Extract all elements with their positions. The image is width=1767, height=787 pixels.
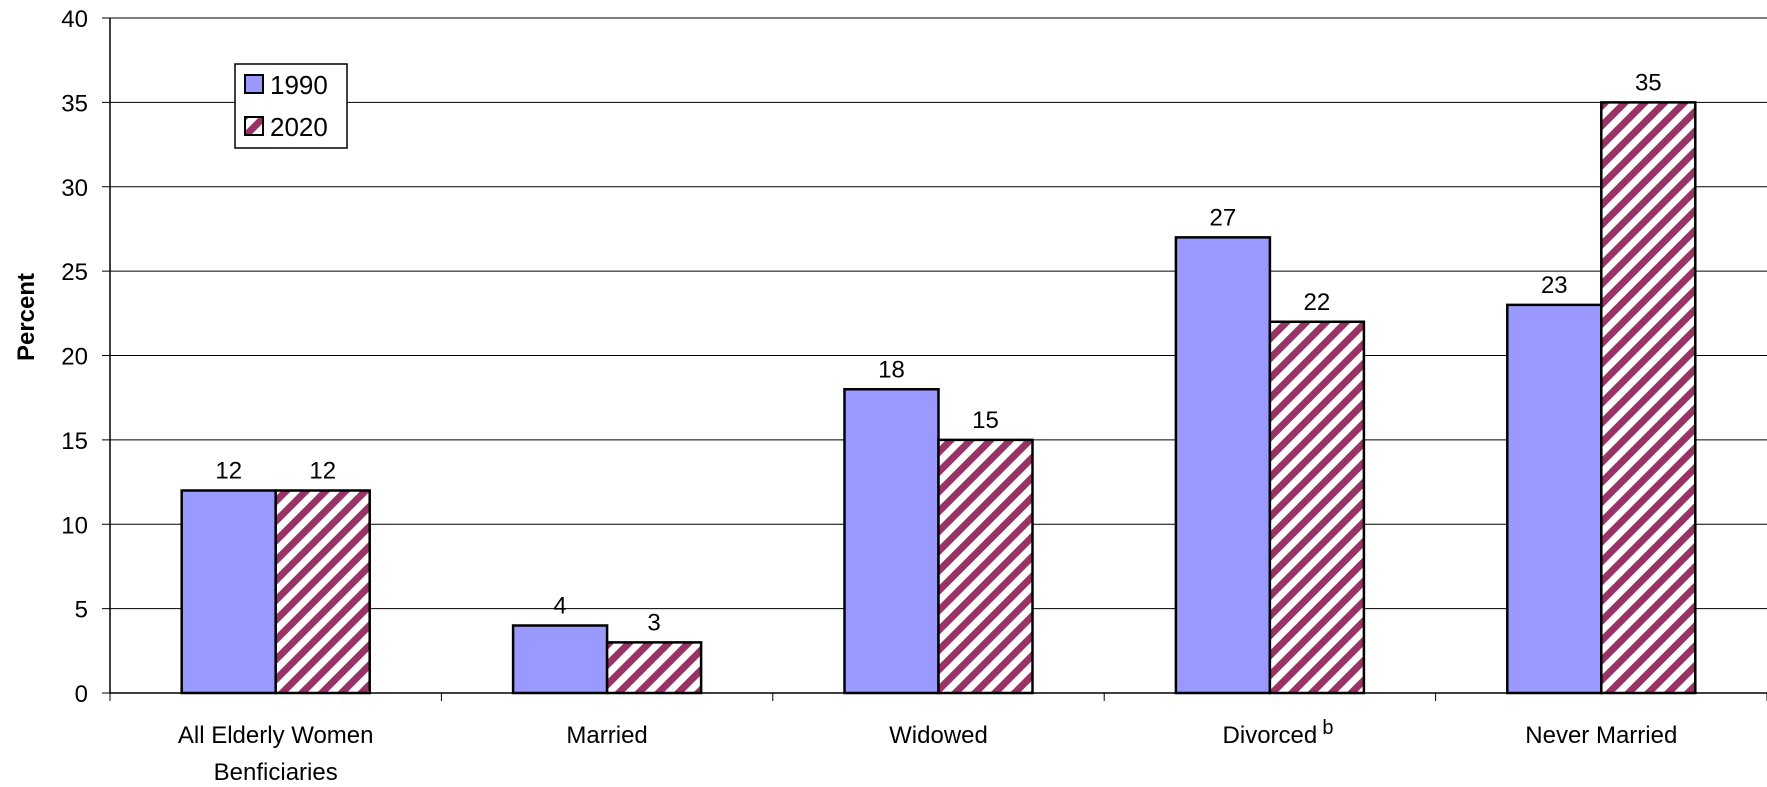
x-category-label: Married bbox=[566, 722, 647, 749]
data-label: 35 bbox=[1635, 69, 1662, 96]
data-label: 4 bbox=[553, 593, 566, 620]
bar-2020 bbox=[605, 641, 703, 695]
data-label: 27 bbox=[1210, 204, 1237, 231]
x-category-label-line: Never Married bbox=[1525, 722, 1677, 749]
data-label: 15 bbox=[972, 407, 999, 434]
bar-1990 bbox=[180, 489, 277, 695]
y-tick-label: 35 bbox=[61, 90, 88, 117]
y-axis-title: Percent bbox=[13, 273, 40, 361]
bars bbox=[180, 101, 1697, 695]
y-tick-label: 20 bbox=[61, 344, 88, 371]
x-category-label: Never Married bbox=[1525, 722, 1677, 749]
y-tick-label: 10 bbox=[61, 512, 88, 539]
x-category-label-line: All Elderly Women bbox=[178, 722, 374, 749]
axes: 0 5 10 15 20 25 30 35 40 bbox=[61, 6, 1767, 708]
legend-label: 2020 bbox=[270, 112, 328, 142]
bar-1990 bbox=[511, 624, 609, 695]
x-category-label: Widowed bbox=[889, 722, 988, 749]
x-category-label-line: Benficiaries bbox=[214, 759, 338, 786]
data-label: 12 bbox=[309, 458, 336, 485]
x-category-label-line: Divorced bbox=[1223, 722, 1318, 749]
x-category-label-line: Married bbox=[566, 722, 647, 749]
bar-2020 bbox=[1268, 320, 1366, 695]
legend: 1990 2020 bbox=[234, 63, 348, 149]
legend-swatch-1990 bbox=[244, 74, 264, 94]
y-tick-label: 40 bbox=[61, 6, 88, 33]
x-category-label: Divorced bbox=[1223, 722, 1318, 749]
data-label: 18 bbox=[878, 356, 905, 383]
bar-2020 bbox=[1600, 101, 1697, 695]
y-tick-label: 25 bbox=[61, 259, 88, 286]
x-category-label: All Elderly Women Benficiaries bbox=[178, 722, 374, 786]
gridlines bbox=[110, 17, 1767, 694]
y-tick-label: 0 bbox=[75, 681, 88, 708]
x-category-label-line: Widowed bbox=[889, 722, 988, 749]
x-category-footnote: b bbox=[1322, 717, 1333, 739]
bar-2020 bbox=[274, 489, 371, 695]
bar-1990 bbox=[1174, 236, 1272, 695]
legend-swatch-2020 bbox=[244, 116, 264, 136]
data-label: 22 bbox=[1304, 289, 1331, 316]
bar-1990 bbox=[1506, 303, 1603, 695]
legend-label: 1990 bbox=[270, 70, 328, 100]
bar-1990 bbox=[843, 388, 940, 695]
y-tick-label: 5 bbox=[75, 597, 88, 624]
data-label: 3 bbox=[647, 609, 660, 636]
data-label: 23 bbox=[1541, 272, 1568, 299]
y-tick-label: 30 bbox=[61, 175, 88, 202]
data-label: 12 bbox=[215, 458, 242, 485]
y-tick-label: 15 bbox=[61, 428, 88, 455]
bar-2020 bbox=[937, 438, 1034, 695]
labels: 12 12 All Elderly Women Benficiaries 4 3 Marri… bbox=[178, 69, 1677, 786]
